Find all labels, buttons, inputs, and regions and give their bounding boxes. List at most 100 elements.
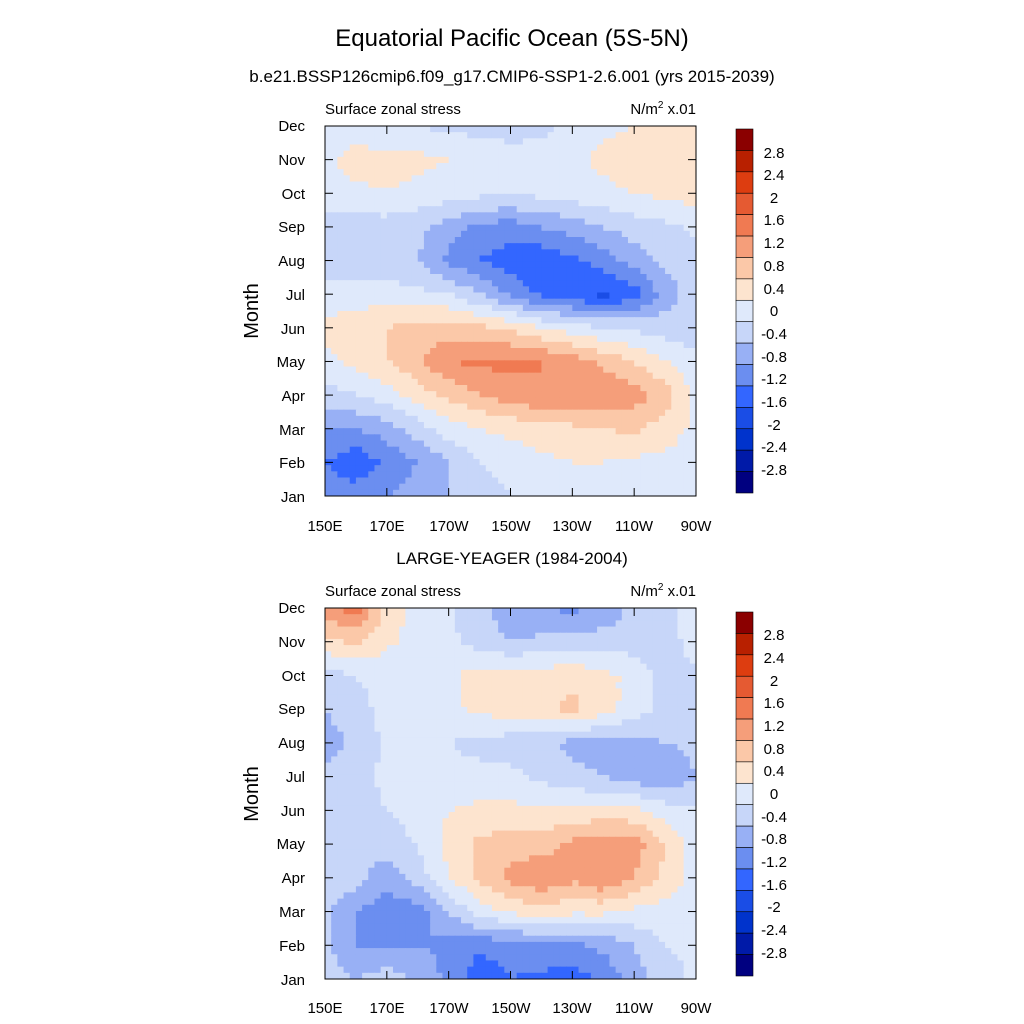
contour-cell (566, 169, 573, 176)
contour-cell (634, 249, 641, 257)
contour-cell (566, 329, 573, 337)
contour-cell (689, 682, 696, 689)
contour-cell (485, 489, 493, 496)
contour-cell (436, 385, 444, 392)
contour-cell (640, 323, 648, 331)
contour-cell (578, 378, 586, 386)
contour-cell (386, 175, 394, 183)
contour-cell (417, 694, 425, 702)
contour-cell (615, 452, 623, 460)
contour-cell (566, 700, 573, 708)
contour-cell (597, 422, 604, 429)
contour-cell (436, 311, 444, 318)
contour-cell (683, 645, 691, 652)
contour-cell (368, 713, 376, 720)
contour-cell (343, 489, 351, 496)
contour-cell (362, 651, 369, 659)
contour-cell (677, 156, 685, 164)
contour-cell (399, 126, 406, 133)
contour-cell (640, 663, 648, 671)
contour-cell (498, 249, 505, 257)
contour-cell (467, 261, 474, 269)
contour-cell (442, 731, 450, 739)
contour-cell (516, 261, 524, 269)
contour-cell (634, 267, 641, 275)
contour-cell (522, 608, 530, 615)
contour-cell (671, 713, 679, 720)
colorbar-box (735, 150, 754, 173)
contour-cell (627, 267, 635, 275)
contour-cell (349, 163, 357, 170)
contour-cell (337, 452, 345, 460)
contour-cell (646, 200, 654, 207)
contour-cell (362, 682, 369, 689)
contour-cell (399, 428, 406, 435)
contour-cell (652, 193, 660, 201)
contour-cell (393, 465, 400, 472)
contour-cell (516, 267, 524, 275)
contour-cell (566, 255, 573, 263)
contour-cell (411, 292, 419, 300)
contour-cell (603, 286, 611, 294)
contour-cell (498, 440, 505, 448)
contour-cell (448, 428, 456, 435)
contour-cell (349, 255, 357, 263)
contour-cell (529, 132, 536, 139)
contour-cell (627, 422, 635, 429)
contour-cell (683, 311, 691, 318)
contour-cell (510, 676, 518, 683)
contour-cell (504, 144, 512, 152)
contour-cell (609, 237, 617, 244)
contour-cell (535, 212, 543, 220)
contour-cell (615, 298, 623, 306)
contour-cell (461, 657, 468, 665)
contour-cell (331, 206, 338, 213)
contour-cell (473, 193, 481, 201)
contour-cell (411, 719, 419, 727)
contour-cell (671, 403, 679, 411)
contour-cell (535, 323, 543, 331)
contour-cell (454, 731, 462, 739)
contour-cell (547, 126, 555, 133)
contour-cell (393, 688, 400, 696)
contour-cell (393, 372, 400, 380)
contour-cell (627, 620, 635, 628)
contour-cell (559, 706, 567, 714)
contour-cell (368, 434, 376, 442)
contour-cell (411, 304, 419, 312)
contour-cell (646, 329, 654, 337)
contour-cell (522, 415, 530, 423)
contour-cell (553, 372, 561, 380)
contour-cell (473, 391, 481, 398)
contour-cell (615, 249, 623, 257)
contour-cell (535, 385, 543, 392)
contour-cell (461, 298, 468, 306)
contour-cell (553, 175, 561, 183)
contour-cell (454, 385, 462, 392)
contour-cell (405, 255, 413, 263)
contour-cell (652, 428, 660, 435)
contour-cell (485, 378, 493, 386)
contour-cell (615, 126, 623, 133)
contour-cell (331, 422, 338, 429)
panel-model: b.e21.BSSP126cmip6.f09_g17.CMIP6-SSP1-2.… (241, 67, 787, 535)
contour-cell (658, 218, 666, 226)
contour-cell (597, 317, 604, 324)
contour-cell (349, 682, 357, 689)
contour-cell (689, 354, 696, 361)
contour-cell (553, 440, 561, 448)
contour-cell (689, 415, 696, 423)
contour-cell (603, 341, 611, 349)
contour-cell (374, 397, 382, 405)
contour-cell (504, 354, 512, 361)
contour-cell (640, 446, 648, 454)
contour-cell (386, 706, 394, 714)
contour-cell (368, 645, 376, 652)
contour-cell (504, 237, 512, 244)
contour-cell (553, 378, 561, 386)
contour-cell (671, 483, 679, 491)
contour-cell (634, 651, 641, 659)
colorbar-label: 0.4 (764, 281, 785, 298)
contour-cell (491, 608, 499, 615)
contour-cell (331, 489, 338, 496)
